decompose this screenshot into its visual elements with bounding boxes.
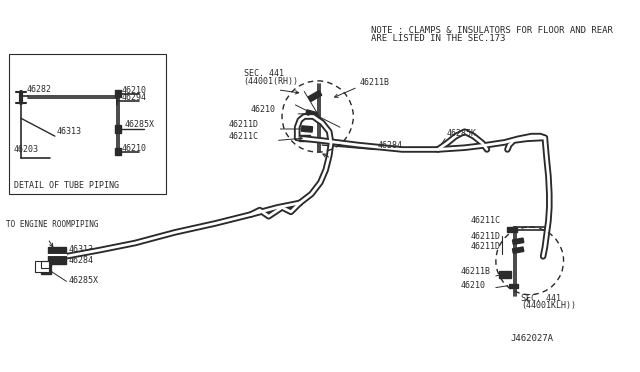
Bar	[499, 271, 511, 278]
Text: 46211D: 46211D	[470, 231, 500, 241]
Bar	[8, 54, 166, 194]
Bar	[115, 148, 121, 155]
Text: ARE LISTED IN THE SEC.173: ARE LISTED IN THE SEC.173	[371, 34, 506, 43]
Bar	[115, 90, 121, 97]
Text: 46294: 46294	[122, 93, 147, 102]
Text: 46210: 46210	[122, 86, 147, 95]
Bar	[115, 125, 121, 132]
Text: SEC. 441: SEC. 441	[244, 70, 284, 78]
Text: 46210: 46210	[122, 144, 147, 153]
Bar	[301, 126, 312, 132]
Text: 46313: 46313	[56, 127, 82, 136]
Text: 46284: 46284	[378, 141, 403, 150]
Text: 46211B: 46211B	[360, 78, 390, 87]
Text: 46211C: 46211C	[228, 132, 259, 141]
Text: 46210: 46210	[460, 280, 485, 289]
Text: 46211D: 46211D	[470, 242, 500, 251]
Text: DETAIL OF TUBE PIPING: DETAIL OF TUBE PIPING	[14, 181, 119, 190]
Text: 46203: 46203	[14, 145, 39, 154]
Text: J462027A: J462027A	[511, 334, 554, 343]
Bar	[506, 227, 517, 232]
Text: 46211C: 46211C	[470, 217, 500, 225]
Text: 46211D: 46211D	[228, 120, 259, 129]
Bar	[40, 269, 51, 274]
Bar	[513, 247, 524, 253]
Text: 46313: 46313	[68, 245, 93, 254]
Text: NOTE : CLAMPS & INSULATORS FOR FLOOR AND REAR: NOTE : CLAMPS & INSULATORS FOR FLOOR AND…	[371, 26, 613, 35]
Bar	[513, 238, 524, 244]
Bar	[40, 261, 51, 268]
Bar	[305, 110, 317, 118]
Bar	[299, 135, 310, 141]
Text: 46211B: 46211B	[460, 267, 490, 276]
Text: 46285X: 46285X	[124, 120, 154, 129]
Text: 46210: 46210	[251, 105, 276, 114]
Text: 46282: 46282	[26, 84, 51, 94]
Text: 46284: 46284	[68, 256, 93, 264]
Bar	[308, 91, 322, 102]
Bar	[35, 261, 49, 272]
Text: TO ENGINE ROOMPIPING: TO ENGINE ROOMPIPING	[6, 220, 99, 229]
Text: (44001(RH)): (44001(RH))	[244, 77, 299, 86]
Text: SEC. 441: SEC. 441	[521, 294, 561, 303]
Bar	[509, 283, 518, 288]
Text: (44001KLH)): (44001KLH))	[521, 301, 576, 310]
Text: 46285X: 46285X	[68, 276, 98, 285]
Text: 46285K: 46285K	[447, 129, 477, 138]
Bar	[40, 262, 51, 267]
Bar	[48, 247, 65, 263]
